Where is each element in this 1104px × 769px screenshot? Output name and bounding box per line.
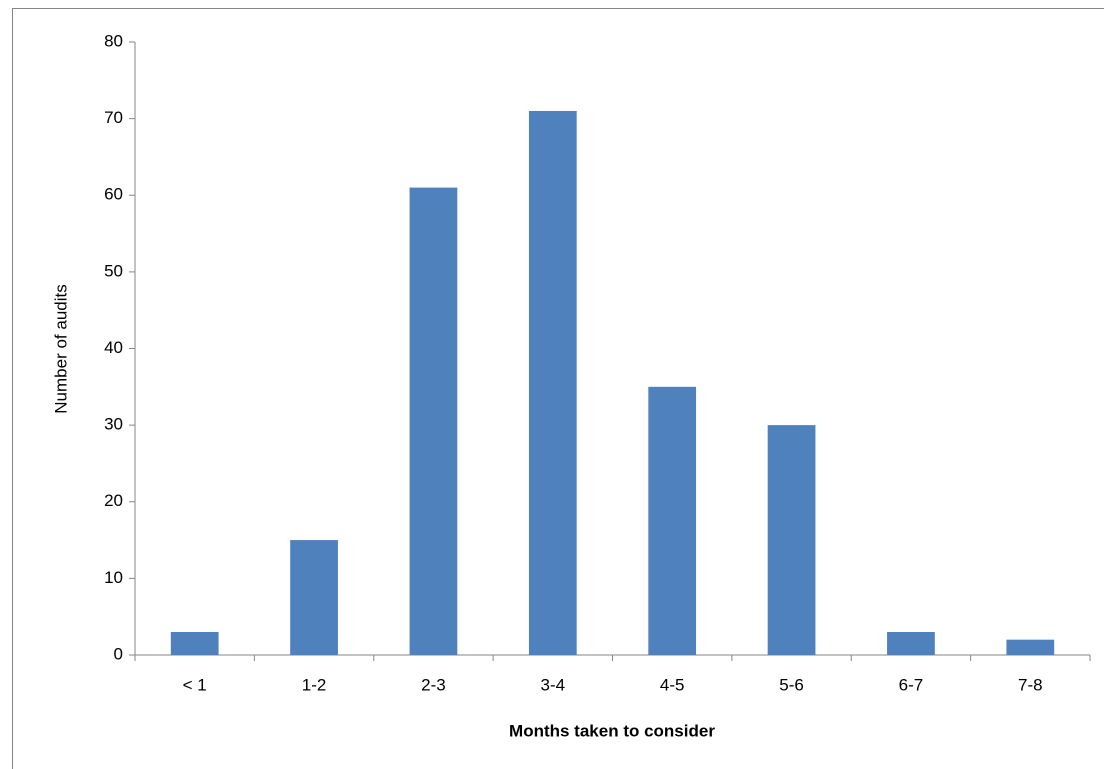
bar [767, 425, 816, 655]
x-tick-label: 6-7 [899, 675, 924, 694]
y-tick-label: 50 [104, 261, 123, 280]
bar [528, 110, 577, 655]
y-tick-label: 0 [114, 644, 123, 663]
y-tick-label: 60 [104, 185, 123, 204]
bar [648, 386, 697, 655]
y-tick-label: 20 [104, 491, 123, 510]
y-tick-label: 80 [104, 31, 123, 50]
x-tick-label: 5-6 [779, 675, 804, 694]
bar [290, 540, 338, 655]
bar [1006, 639, 1055, 655]
y-tick-label: 10 [104, 568, 123, 587]
y-tick-label: 70 [104, 108, 123, 127]
x-tick-label: 7-8 [1018, 675, 1043, 694]
x-tick-label: < 1 [183, 675, 207, 694]
x-axis-label: Months taken to consider [509, 721, 715, 740]
y-tick-label: 30 [104, 415, 123, 434]
y-tick-label: 40 [104, 338, 123, 357]
bar [887, 632, 935, 655]
x-tick-label: 2-3 [421, 675, 446, 694]
x-tick-label: 4-5 [660, 675, 685, 694]
bar [170, 632, 219, 655]
bar [409, 187, 458, 655]
x-tick-label: 3-4 [541, 675, 566, 694]
x-tick-label: 1-2 [302, 675, 327, 694]
y-axis-label: Number of audits [51, 284, 70, 413]
